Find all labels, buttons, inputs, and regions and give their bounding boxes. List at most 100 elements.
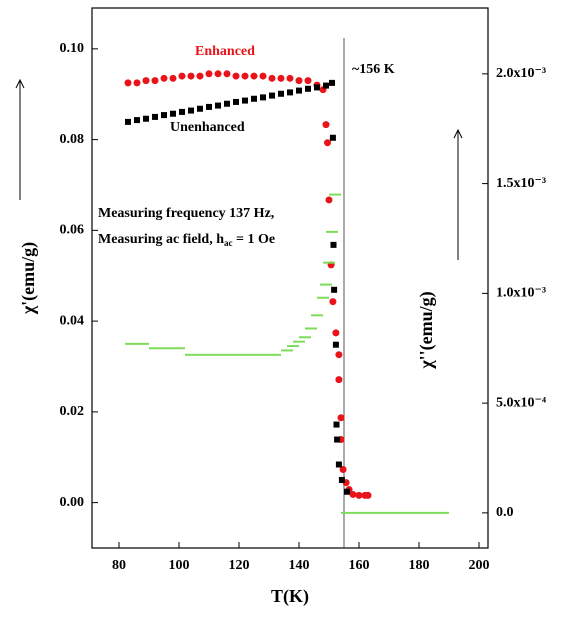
point xyxy=(329,134,336,141)
point xyxy=(296,87,302,94)
annotation: Measuring ac field, hac = 1 Oe xyxy=(98,232,275,248)
point xyxy=(251,95,257,102)
y2-axis-label: χ''(emu/g) xyxy=(416,291,437,369)
point xyxy=(299,336,311,339)
legend-label: Enhanced xyxy=(195,44,255,59)
y-tick-label: 0.00 xyxy=(60,495,85,510)
x-tick-label: 120 xyxy=(229,558,250,573)
point xyxy=(401,511,413,514)
y-tick-label: 0.02 xyxy=(60,404,85,419)
x-tick-label: 160 xyxy=(349,558,370,573)
point xyxy=(233,98,239,105)
point xyxy=(338,476,345,483)
point xyxy=(233,353,245,356)
point xyxy=(337,414,345,422)
point xyxy=(197,353,209,356)
point xyxy=(242,97,248,104)
annotation: = 1 Oe xyxy=(233,232,276,247)
point xyxy=(339,465,347,473)
point xyxy=(209,353,221,356)
point xyxy=(305,327,317,330)
point xyxy=(125,118,131,125)
point xyxy=(320,283,332,286)
y-axis-label: χ'(emu/g) xyxy=(18,242,39,315)
point xyxy=(142,77,150,85)
point xyxy=(304,77,312,85)
point xyxy=(295,77,303,85)
point xyxy=(187,72,195,80)
point xyxy=(205,70,213,78)
point xyxy=(257,353,269,356)
point xyxy=(221,353,233,356)
point xyxy=(134,117,140,124)
y2-tick-label: 5.0x10⁻⁴ xyxy=(496,395,547,410)
point xyxy=(124,79,132,87)
point xyxy=(188,107,194,114)
point xyxy=(215,102,221,109)
point xyxy=(335,376,343,384)
y2-arrow-head xyxy=(453,128,463,139)
point xyxy=(152,113,158,120)
point xyxy=(137,342,149,345)
point xyxy=(323,82,329,89)
point xyxy=(341,511,353,514)
point xyxy=(269,353,281,356)
y-tick-label: 0.06 xyxy=(60,223,85,238)
point xyxy=(332,329,340,337)
point xyxy=(437,511,449,514)
point xyxy=(344,488,350,495)
point xyxy=(305,85,311,92)
point xyxy=(281,349,293,352)
point xyxy=(125,342,137,345)
point xyxy=(329,79,335,86)
point xyxy=(206,103,212,110)
y2-tick-label: 1.0x10⁻³ xyxy=(496,286,546,301)
point xyxy=(224,100,230,107)
point xyxy=(389,511,401,514)
point xyxy=(332,341,339,348)
point xyxy=(286,74,294,82)
point xyxy=(317,296,329,299)
y2-tick-label: 2.0x10⁻³ xyxy=(496,66,546,81)
point xyxy=(161,347,173,350)
point xyxy=(245,353,257,356)
point xyxy=(268,74,276,82)
point xyxy=(377,511,389,514)
point xyxy=(287,89,293,96)
point xyxy=(335,461,342,468)
point xyxy=(173,347,185,350)
point xyxy=(323,261,335,264)
point xyxy=(324,139,331,147)
point xyxy=(151,77,159,85)
y-tick-label: 0.10 xyxy=(60,41,85,56)
reference-label: ~156 K xyxy=(352,62,395,77)
y2-tick-label: 0.0 xyxy=(496,505,514,520)
annotation-subscript: ac xyxy=(224,238,233,248)
point xyxy=(232,72,240,80)
point xyxy=(326,230,338,233)
point xyxy=(331,286,338,293)
y2-tick-label: 1.5x10⁻³ xyxy=(496,176,546,191)
legend-label: Unenhanced xyxy=(170,120,245,135)
point xyxy=(277,74,285,82)
point xyxy=(335,351,343,359)
point xyxy=(250,72,258,80)
point xyxy=(269,92,275,99)
point xyxy=(259,72,267,80)
x-axis-label: T(K) xyxy=(271,586,309,607)
point xyxy=(196,72,204,80)
point xyxy=(355,491,363,499)
point xyxy=(161,112,167,119)
point xyxy=(365,511,377,514)
point xyxy=(278,90,284,97)
point xyxy=(325,196,333,204)
point xyxy=(329,193,341,196)
point xyxy=(214,70,222,78)
point xyxy=(169,74,177,82)
point xyxy=(330,241,337,248)
point xyxy=(185,353,197,356)
point xyxy=(322,121,330,129)
annotation: Measuring frequency 137 Hz, xyxy=(98,206,274,221)
x-tick-label: 100 xyxy=(169,558,190,573)
